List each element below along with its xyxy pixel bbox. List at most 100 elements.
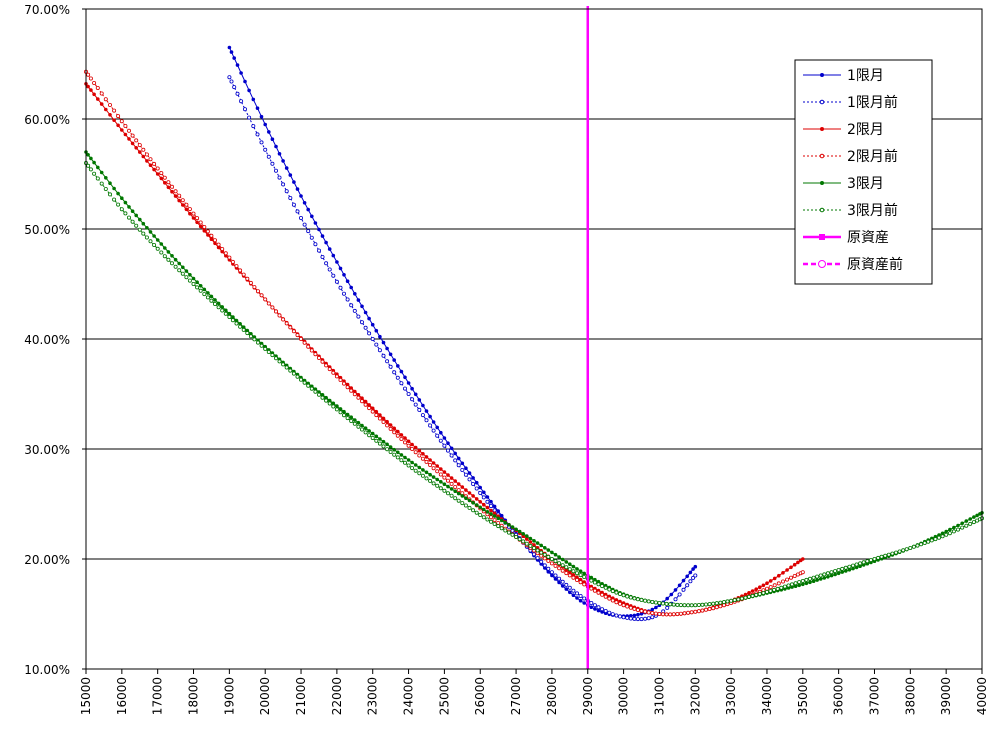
- data-point: [277, 175, 282, 180]
- data-point: [603, 609, 608, 614]
- data-point: [234, 264, 239, 269]
- data-point: [238, 268, 243, 273]
- data-point: [277, 359, 282, 364]
- data-point: [952, 525, 956, 530]
- data-point: [220, 246, 225, 251]
- data-point: [191, 211, 196, 216]
- series-line: [85, 83, 804, 616]
- data-point: [901, 548, 906, 553]
- data-point: [302, 380, 307, 385]
- data-point: [671, 612, 676, 617]
- data-point: [474, 503, 479, 507]
- data-point: [568, 570, 572, 575]
- data-point: [402, 386, 407, 391]
- data-point: [184, 275, 189, 280]
- data-point: [403, 455, 407, 460]
- data-point: [424, 470, 429, 475]
- data-point: [410, 466, 415, 471]
- data-point: [103, 186, 108, 191]
- data-point: [582, 575, 587, 580]
- data-point: [359, 427, 364, 432]
- data-point: [245, 331, 250, 336]
- data-point: [528, 536, 533, 541]
- data-point: [575, 571, 580, 576]
- data-point: [363, 310, 368, 315]
- data-point: [489, 508, 493, 513]
- data-point: [521, 539, 526, 544]
- data-point: [614, 613, 619, 618]
- data-point: [449, 493, 454, 498]
- data-point: [467, 498, 472, 503]
- data-point: [673, 588, 678, 592]
- data-point: [227, 45, 232, 50]
- data-point: [691, 575, 696, 580]
- data-point: [972, 515, 976, 519]
- data-point: [718, 604, 723, 609]
- data-point: [141, 231, 146, 236]
- data-point: [546, 548, 551, 552]
- data-point: [251, 97, 256, 102]
- data-point: [123, 132, 128, 137]
- data-point: [678, 603, 683, 608]
- data-point: [607, 596, 612, 601]
- data-point: [181, 203, 185, 207]
- data-point: [876, 555, 881, 560]
- data-point: [173, 189, 178, 194]
- data-point: [399, 381, 404, 386]
- data-point: [417, 398, 422, 402]
- data-point: [790, 582, 795, 587]
- data-point: [467, 505, 472, 510]
- data-point: [456, 463, 461, 468]
- data-point: [420, 473, 425, 478]
- data-point: [388, 423, 393, 427]
- data-point: [134, 146, 138, 150]
- data-point: [137, 143, 142, 148]
- data-point: [456, 488, 461, 493]
- data-point: [396, 364, 400, 368]
- data-point: [492, 518, 497, 523]
- data-point: [345, 412, 350, 417]
- data-point: [636, 612, 640, 617]
- data-point: [148, 239, 153, 244]
- data-point: [446, 441, 450, 446]
- data-point: [302, 201, 307, 205]
- data-point: [431, 481, 436, 486]
- data-point: [578, 598, 583, 603]
- data-point: [725, 599, 730, 604]
- data-point: [148, 157, 153, 162]
- data-point: [359, 399, 364, 404]
- data-point: [385, 423, 390, 428]
- data-point: [123, 124, 128, 129]
- data-point: [453, 458, 458, 463]
- data-point: [406, 458, 411, 462]
- data-point: [360, 396, 364, 401]
- data-point: [259, 293, 264, 298]
- data-point: [464, 496, 468, 501]
- data-point: [270, 137, 275, 141]
- x-tick-label: 28000: [545, 677, 559, 715]
- data-point: [381, 419, 386, 424]
- data-point: [589, 575, 594, 580]
- data-point: [403, 375, 407, 380]
- data-point: [686, 603, 691, 608]
- data-point: [251, 124, 256, 129]
- data-point: [195, 216, 200, 221]
- data-point: [316, 355, 321, 360]
- data-point: [381, 416, 386, 421]
- data-point: [858, 561, 863, 566]
- data-point: [242, 107, 247, 112]
- data-point: [718, 600, 723, 605]
- x-tick-label: 40000: [975, 677, 989, 715]
- data-point: [352, 392, 357, 397]
- data-point: [127, 205, 131, 209]
- data-point: [739, 596, 744, 601]
- data-point: [610, 598, 615, 603]
- legend-item: 原資産前: [803, 256, 903, 273]
- data-point: [327, 401, 332, 406]
- data-point: [212, 301, 217, 306]
- data-point: [378, 413, 382, 417]
- data-point: [499, 513, 504, 518]
- data-point: [582, 571, 586, 576]
- data-point: [263, 297, 268, 302]
- data-point: [159, 250, 164, 255]
